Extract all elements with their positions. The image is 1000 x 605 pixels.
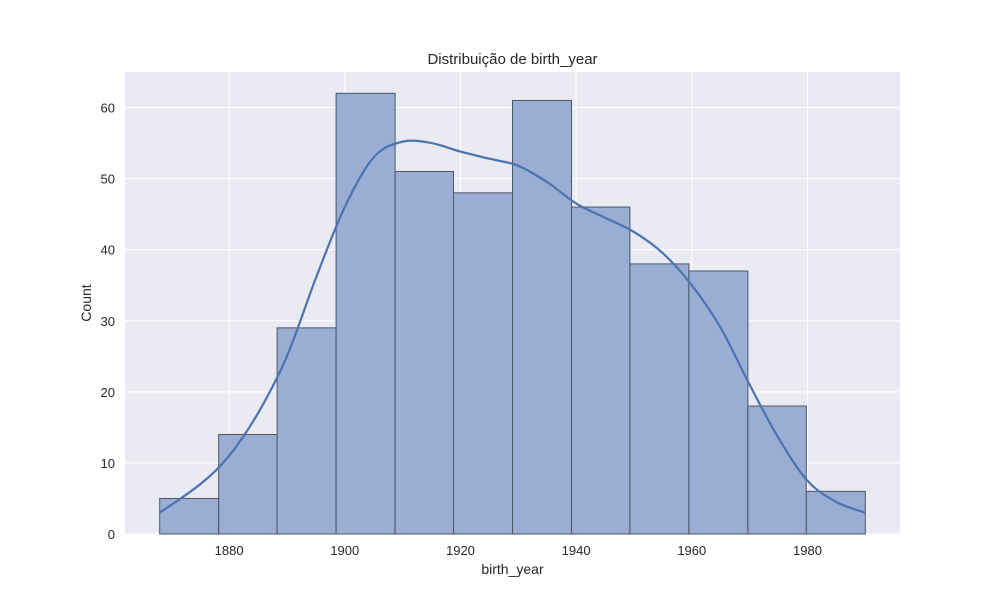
x-tick-label: 1960	[677, 543, 706, 558]
histogram-bar	[394, 171, 455, 535]
x-tick-label: 1900	[330, 543, 359, 558]
histogram-bar	[276, 327, 337, 535]
x-axis-ticks: 1880 1900 1920 1940 1960 1980	[215, 543, 822, 558]
chart-title: Distribuição de birth_year	[427, 51, 597, 68]
histogram-bar	[453, 192, 514, 535]
y-tick-label: 30	[101, 314, 115, 329]
histogram-bar	[512, 99, 572, 535]
y-tick-label: 40	[101, 243, 115, 258]
histogram-bar	[805, 490, 866, 535]
histogram-bar	[629, 263, 690, 535]
y-axis-ticks: 0 10 20 30 40 50 60	[101, 101, 115, 542]
y-axis-label: Count	[78, 284, 94, 321]
x-tick-label: 1880	[215, 543, 244, 558]
histogram-bar	[747, 405, 807, 535]
kde-curve	[159, 139, 866, 514]
y-tick-label: 0	[108, 527, 115, 542]
histogram-bar	[335, 92, 396, 535]
x-tick-label: 1940	[562, 543, 591, 558]
histogram-bar	[570, 206, 631, 535]
y-tick-label: 10	[101, 456, 115, 471]
histogram-bar	[218, 433, 278, 535]
x-tick-label: 1920	[446, 543, 475, 558]
y-tick-label: 60	[101, 101, 115, 116]
y-tick-label: 20	[101, 385, 115, 400]
histogram-bar	[688, 270, 749, 535]
x-tick-label: 1980	[793, 543, 822, 558]
x-axis-label: birth_year	[481, 561, 544, 577]
y-tick-label: 50	[101, 172, 115, 187]
histogram-bar	[159, 497, 220, 535]
